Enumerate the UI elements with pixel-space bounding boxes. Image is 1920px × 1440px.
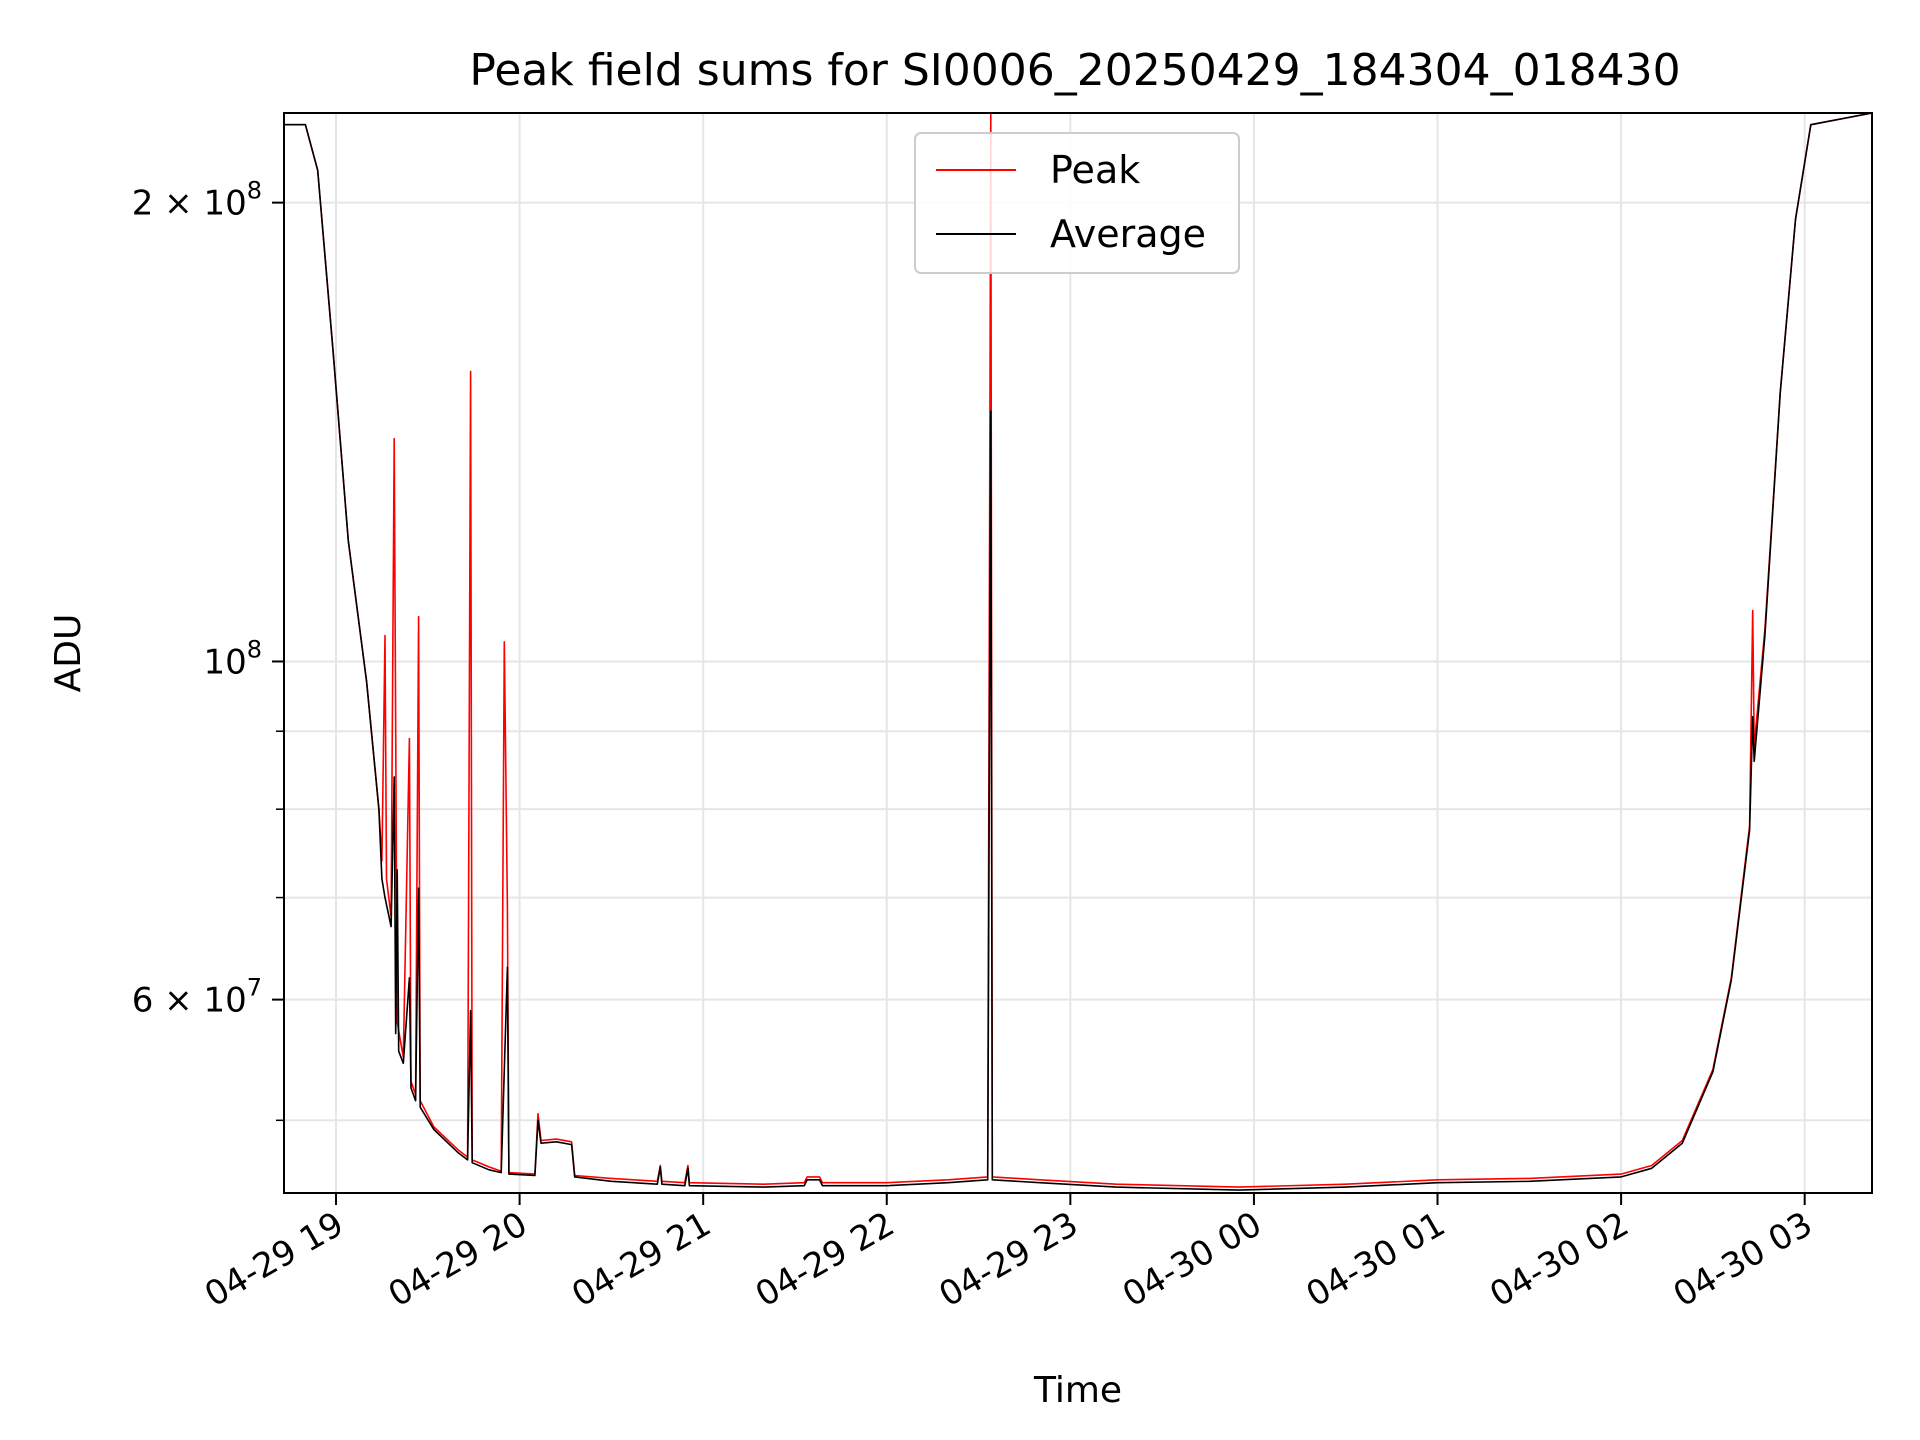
x-tick-label: 04-30 02	[1483, 1204, 1635, 1315]
x-tick-label: 04-29 21	[565, 1204, 717, 1315]
y-tick-label: 2 × 108	[132, 177, 262, 224]
plot-series	[284, 112, 1873, 1191]
y-tick-label: 6 × 107	[132, 974, 262, 1021]
legend: Peak Average	[914, 132, 1240, 274]
x-tick-label: 04-30 00	[1116, 1204, 1268, 1315]
y-axis-label: ADU	[48, 614, 89, 693]
x-tick-label: 04-30 03	[1667, 1204, 1819, 1315]
plot-frame	[283, 112, 1873, 1194]
x-axis-label: Time	[1033, 1370, 1122, 1411]
y-axis-ticks: 6 × 107 108 2 × 108	[132, 177, 284, 1122]
series-line-peak	[284, 112, 1873, 1188]
x-tick-label: 04-29 23	[932, 1204, 1084, 1315]
x-tick-label: 04-29 20	[382, 1204, 534, 1315]
legend-box	[914, 132, 1240, 274]
x-tick-label: 04-29 19	[198, 1204, 350, 1315]
x-tick-label: 04-29 22	[749, 1204, 901, 1315]
y-tick-label: 108	[203, 635, 262, 682]
chart-title: Peak field sums for SI0006_20250429_1843…	[469, 45, 1680, 96]
grid	[284, 113, 1872, 1193]
legend-label-average: Average	[1050, 212, 1206, 256]
series-line-average	[284, 112, 1873, 1191]
legend-label-peak: Peak	[1050, 148, 1140, 192]
x-axis-ticks: 04-29 19 04-29 20 04-29 21 04-29 22 04-29 23…	[198, 1193, 1819, 1315]
x-tick-label: 04-30 01	[1300, 1204, 1452, 1315]
